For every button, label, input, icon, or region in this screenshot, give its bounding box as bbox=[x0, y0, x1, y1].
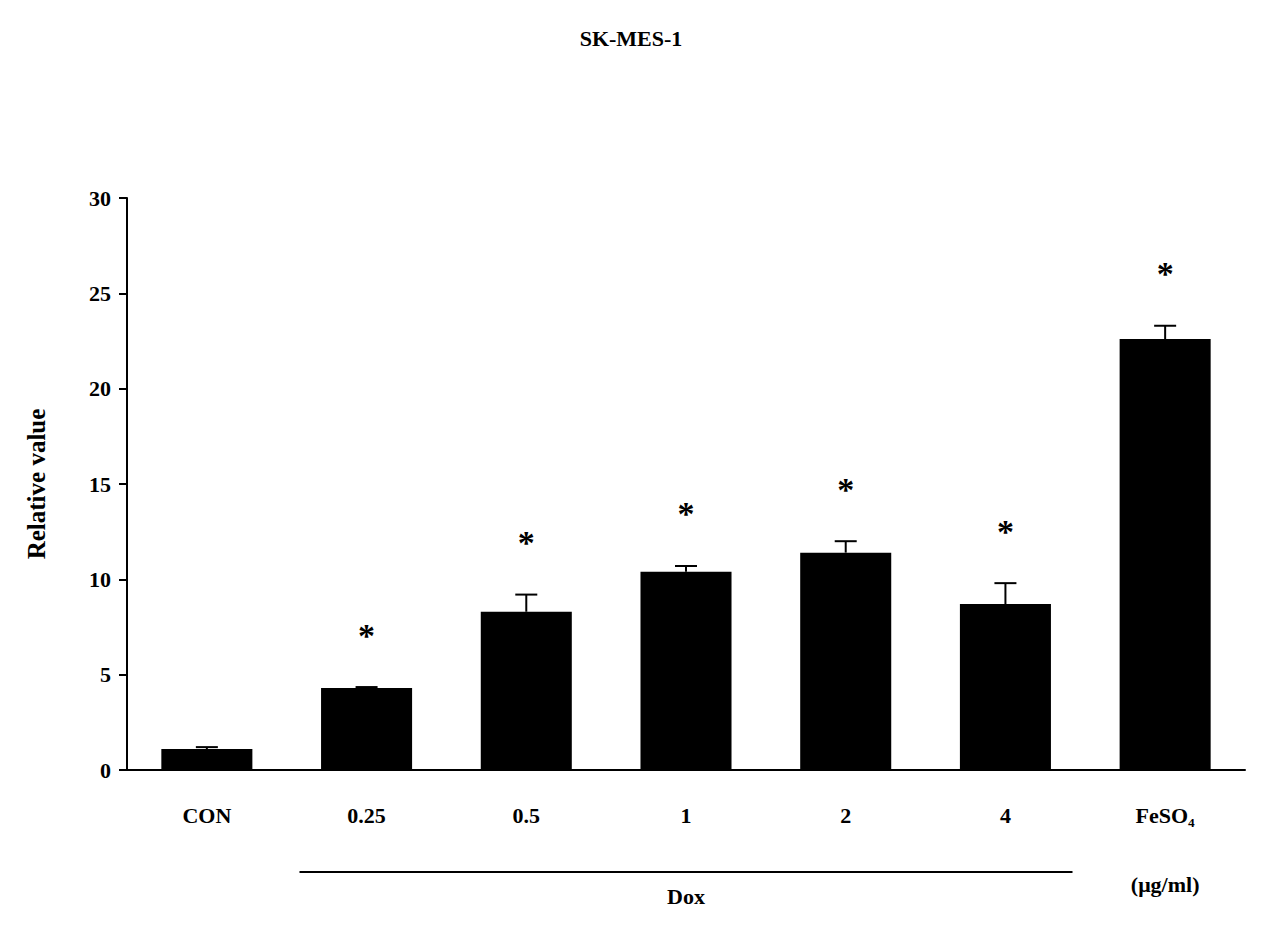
svg-text:Dox: Dox bbox=[667, 884, 705, 909]
svg-text:*: * bbox=[837, 471, 854, 508]
svg-text:25: 25 bbox=[89, 281, 111, 306]
svg-text:0.5: 0.5 bbox=[513, 803, 541, 828]
svg-text:0: 0 bbox=[100, 758, 111, 783]
svg-text:15: 15 bbox=[89, 472, 111, 497]
svg-text:2: 2 bbox=[840, 803, 851, 828]
svg-text:(μg/ml): (μg/ml) bbox=[1131, 872, 1200, 897]
svg-text:5: 5 bbox=[100, 662, 111, 687]
svg-text:*: * bbox=[358, 617, 375, 654]
svg-text:*: * bbox=[518, 524, 535, 561]
svg-text:1: 1 bbox=[681, 803, 692, 828]
svg-text:20: 20 bbox=[89, 376, 111, 401]
svg-text:Relative value: Relative value bbox=[23, 409, 50, 560]
svg-text:10: 10 bbox=[89, 567, 111, 592]
svg-text:SK-MES-1: SK-MES-1 bbox=[580, 26, 683, 51]
svg-text:4: 4 bbox=[1000, 803, 1011, 828]
svg-text:0.25: 0.25 bbox=[347, 803, 386, 828]
svg-text:FeSO₄: FeSO₄ bbox=[1136, 803, 1196, 828]
svg-text:30: 30 bbox=[89, 186, 111, 211]
svg-text:*: * bbox=[997, 513, 1014, 550]
svg-text:CON: CON bbox=[182, 803, 231, 828]
svg-text:*: * bbox=[1157, 255, 1174, 292]
svg-text:*: * bbox=[678, 495, 695, 532]
